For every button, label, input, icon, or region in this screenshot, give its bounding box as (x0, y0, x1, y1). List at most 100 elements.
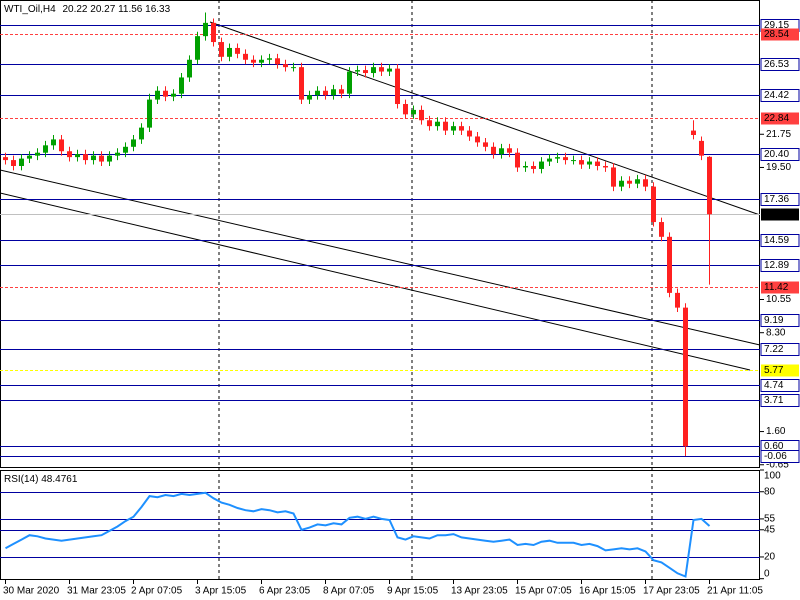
level-label-box (760, 259, 800, 272)
candle-body (395, 68, 400, 105)
candle-body (59, 139, 64, 152)
rsi-tick-label: 80 (764, 486, 776, 497)
candle-body (235, 47, 240, 54)
level-label: 22.84 (764, 113, 789, 124)
candle-body (643, 179, 648, 187)
candle-body (75, 154, 80, 158)
candle-body (563, 157, 568, 161)
candle-body (507, 148, 512, 153)
level-label-box (760, 58, 800, 71)
rsi-line (5, 491, 711, 578)
candle-body (427, 120, 432, 127)
level-label-box (760, 314, 800, 327)
header: WTI_Oil,H4 20.22 20.27 11.56 16.33 (4, 4, 171, 15)
candle-body (3, 157, 8, 161)
candle-body (603, 165, 608, 168)
candle-body (531, 165, 536, 169)
candle-body (339, 89, 344, 94)
candle-body (475, 136, 480, 143)
candle-body (227, 47, 232, 57)
candle-body (51, 139, 56, 146)
level-label: 28.54 (764, 29, 789, 40)
x-tick-label: 30 Mar 2020 (3, 586, 60, 597)
rsi-name: RSI(14) (4, 474, 38, 485)
rsi-tick-label: 20 (764, 552, 776, 563)
candle-body (331, 89, 336, 96)
period-separators (218, 0, 653, 580)
rsi-tick-label: 0 (764, 569, 770, 580)
level-label-box (760, 450, 800, 463)
level-label-box (760, 193, 800, 206)
candle-body (627, 180, 632, 184)
level-label-box (761, 364, 799, 377)
candle-body (211, 22, 216, 43)
level-label: 7.22 (764, 344, 784, 355)
candle-body (155, 90, 160, 100)
rsi-value: 48.4761 (41, 474, 78, 485)
candle-body (307, 95, 312, 100)
level-label: 12.89 (764, 260, 789, 271)
level-label-box (760, 379, 800, 392)
candle-body (123, 146, 128, 153)
close: 16.33 (145, 4, 170, 15)
level-label: 24.42 (764, 90, 789, 101)
level-label: 20.40 (764, 149, 789, 160)
candle-body (467, 130, 472, 137)
candle-body (283, 64, 288, 68)
candle-body (131, 139, 136, 147)
candle-body (443, 121, 448, 131)
high: 20.27 (90, 4, 115, 15)
candle-body (371, 67, 376, 74)
candle-body (379, 67, 384, 72)
candle-body (203, 22, 208, 37)
candle-body (251, 59, 256, 63)
candle-body (691, 130, 696, 135)
candle-body (67, 151, 72, 158)
candle-body (275, 58, 280, 65)
candle-body (419, 109, 424, 121)
candle-body (499, 148, 504, 155)
rsi-tick-label: 100 (764, 471, 781, 482)
candle-body (219, 42, 224, 57)
candle-body (107, 155, 112, 162)
candle-body (195, 36, 200, 60)
candle-body (595, 161, 600, 166)
candle-body (11, 160, 16, 166)
candle-body (35, 152, 40, 156)
y-tick-label: 1.60 (766, 426, 786, 437)
level-label: 4.74 (764, 380, 784, 391)
x-tick-label: 31 Mar 23:05 (67, 586, 126, 597)
x-tick-label: 8 Apr 07:05 (323, 586, 375, 597)
candle-body (323, 90, 328, 96)
rsi-header: RSI(14) 48.4761 (4, 474, 78, 485)
level-label-box (760, 234, 800, 247)
main-panel-border (0, 0, 760, 468)
x-tick-label: 16 Apr 15:05 (579, 586, 636, 597)
candle-body (139, 127, 144, 140)
x-tick-label: 2 Apr 07:05 (131, 586, 183, 597)
level-label: 16.33 (764, 209, 789, 220)
y-tick-label: 10.55 (766, 294, 791, 305)
candle-body (619, 180, 624, 187)
candle-body (43, 145, 48, 153)
trendline (0, 192, 751, 371)
candle-body (459, 126, 464, 131)
y-tick-label: -0.65 (766, 459, 789, 470)
candle-body (315, 90, 320, 96)
candle-body (659, 222, 664, 237)
level-label-box (761, 112, 799, 125)
candle-body (171, 93, 176, 97)
y-tick-label: 21.75 (766, 129, 791, 140)
open: 20.22 (62, 4, 87, 15)
candle-body (707, 156, 712, 215)
candle-body (83, 154, 88, 161)
candle-body (99, 155, 104, 162)
candle-body (435, 121, 440, 127)
candle-body (387, 68, 392, 72)
x-tick-label: 6 Apr 23:05 (259, 586, 311, 597)
candle-body (515, 152, 520, 168)
x-tick-label: 3 Apr 15:05 (195, 586, 247, 597)
rsi-tick-label: 55 (764, 514, 776, 525)
x-tick-label: 13 Apr 23:05 (451, 586, 508, 597)
